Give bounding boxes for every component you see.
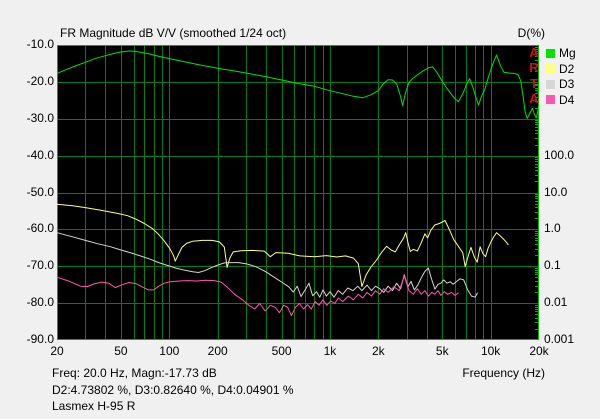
- x-tick-label: 10k: [480, 344, 501, 358]
- right-axis-title: D(%): [517, 26, 545, 40]
- x-tick-label: 500: [271, 344, 292, 358]
- legend-item-d3: D3: [546, 78, 574, 91]
- legend-item-d2: D2: [546, 62, 574, 75]
- curve-d2: [56, 203, 509, 287]
- x-tick-label: 2k: [371, 344, 385, 358]
- y-left-tick-label: -10.0: [26, 37, 54, 51]
- status-distortion-readout: D2:4.73802 %, D3:0.82640 %, D4:0.04901 %: [52, 383, 294, 397]
- legend-label: D3: [559, 77, 575, 92]
- x-tick-label: 50: [114, 344, 128, 358]
- y-right-tick-label: 100.0: [544, 147, 575, 162]
- y-left-tick-label: -70.0: [26, 258, 54, 273]
- y-right-tick-label: 0.01: [544, 295, 568, 310]
- plot-background: [57, 45, 539, 340]
- x-axis-title: Frequency (Hz): [462, 366, 545, 380]
- y-right-tick-label: 1.0: [544, 221, 561, 236]
- y-right-tick-label: 0.1: [544, 258, 561, 273]
- y-left-tick-label: -90.0: [26, 332, 54, 346]
- y-right-tick-label: 10.0: [544, 184, 568, 199]
- legend-label: D2: [559, 61, 575, 76]
- legend-label: D4: [559, 92, 575, 107]
- legend-swatch-mg: [546, 48, 555, 58]
- y-left-tick-label: -40.0: [26, 147, 54, 162]
- y-right-tick-label: 0.001: [544, 332, 575, 346]
- legend-swatch-d4: [546, 95, 555, 105]
- legend-swatch-d3: [546, 79, 555, 89]
- y-left-tick-label: -50.0: [26, 184, 54, 199]
- status-cursor-readout: Freq: 20.0 Hz, Magn:-17.73 dB: [52, 366, 217, 380]
- curve-d3: [56, 232, 479, 298]
- x-tick-label: 100: [159, 344, 180, 358]
- watermark-letter: A: [529, 91, 539, 107]
- plot-border: [57, 45, 539, 340]
- legend-label: Mg: [559, 46, 576, 60]
- plot-title: FR Magnitude dB V/V (smoothed 1/24 oct): [60, 26, 287, 40]
- y-left-tick-label: -60.0: [26, 221, 54, 236]
- x-tick-label: 200: [207, 344, 228, 358]
- x-tick-label: 5k: [435, 344, 449, 358]
- y-left-tick-label: -20.0: [26, 73, 54, 88]
- x-tick-label: 20k: [529, 344, 549, 358]
- x-tick-label: 1k: [323, 344, 337, 358]
- y-left-tick-label: -80.0: [26, 295, 54, 310]
- watermark-letter: T: [530, 75, 538, 91]
- legend-swatch-d2: [546, 64, 555, 74]
- y-left-tick-label: -30.0: [26, 110, 54, 125]
- status-measurement-name: Lasmex H-95 R: [52, 399, 136, 413]
- watermark-letter: A: [529, 45, 539, 60]
- watermark-letter: R: [529, 60, 539, 76]
- legend-item-d4: D4: [546, 93, 574, 106]
- curve-d4: [56, 275, 459, 317]
- legend-item-mg: Mg: [546, 47, 576, 60]
- x-tick-label: 20: [50, 344, 64, 358]
- curve-mg: [56, 50, 540, 119]
